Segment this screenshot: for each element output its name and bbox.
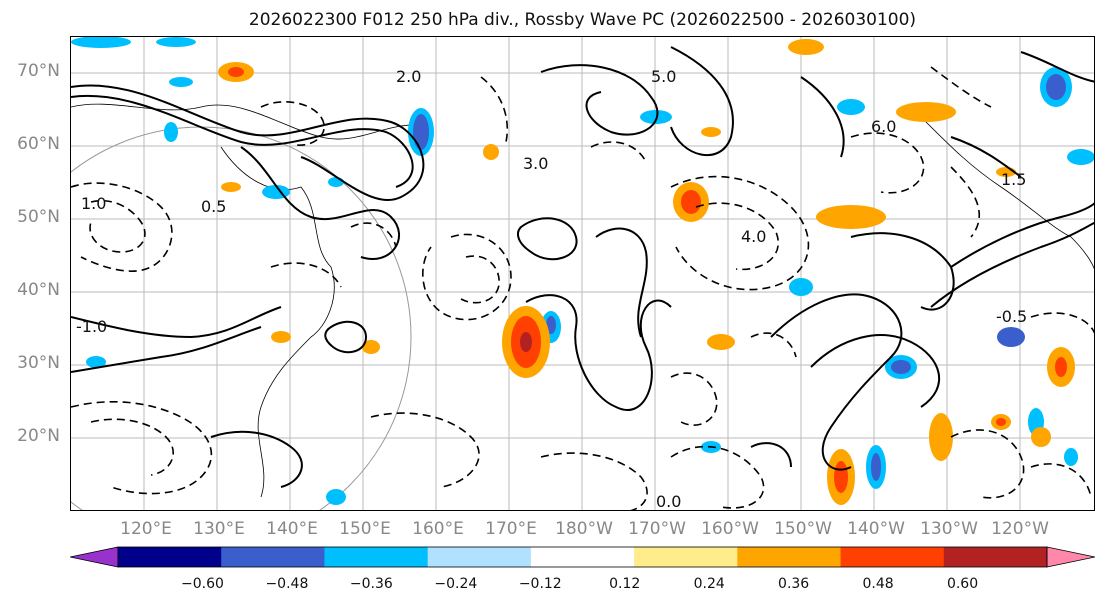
contour-label: 3.0: [523, 154, 548, 173]
lon-label-170e: 170°E: [485, 519, 537, 539]
colorbar-tick-label: 0.24: [693, 576, 725, 592]
colorbar-segment: [530, 547, 635, 567]
colorbar-segment: [427, 547, 532, 567]
colorbar-tick-label: −0.48: [265, 576, 309, 592]
lon-label-150w: 150°W: [774, 519, 832, 539]
map-panel: 3.0 2.0 1.0 0.5 1.5 4.0 5.0 6.0 -0.5 -1.…: [70, 36, 1095, 511]
contours-dashed: [71, 66, 1094, 510]
lon-label-170w: 170°W: [628, 519, 686, 539]
contour-label: 2.0: [396, 67, 421, 86]
lon-label-180w: 180°W: [555, 519, 613, 539]
contour-label: 0.0: [656, 492, 681, 511]
lat-label-40n: 40°N: [17, 280, 60, 300]
lon-label-160e: 160°E: [412, 519, 464, 539]
lat-label-50n: 50°N: [17, 207, 60, 227]
colorbar-segment: [324, 547, 429, 567]
colorbar-tick-label: −0.60: [181, 576, 224, 592]
colorbar-tick-label: 0.48: [862, 576, 894, 592]
gridlines: [71, 37, 1094, 510]
colorbar-segment: [943, 547, 1048, 567]
range-circle: [71, 126, 412, 510]
colorbar-tick-label: −0.12: [518, 576, 562, 592]
colorbar-outline: [117, 546, 1048, 568]
contour-label: 6.0: [871, 117, 896, 136]
contour-label: 1.0: [81, 194, 106, 213]
map-plot: 3.0 2.0 1.0 0.5 1.5 4.0 5.0 6.0 -0.5 -1.…: [71, 37, 1094, 511]
lon-label-130w: 130°W: [920, 519, 978, 539]
colorbar-segments: [70, 546, 1095, 568]
colorbar-tick-label: 0.12: [609, 576, 641, 592]
lon-label-130e: 130°E: [193, 519, 245, 539]
colorbar-extend-high: [1046, 546, 1095, 568]
contour-label: 5.0: [651, 67, 676, 86]
colorbar: [70, 546, 1095, 568]
colorbar-tick-label: −0.24: [434, 576, 478, 592]
map-title: 2026022300 F012 250 hPa div., Rossby Wav…: [248, 10, 917, 30]
colorbar-segment: [118, 547, 222, 567]
colorbar-extend-low: [70, 546, 119, 568]
contour-label: 4.0: [741, 227, 766, 246]
lon-label-120w: 120°W: [991, 519, 1049, 539]
lon-label-150e: 150°E: [339, 519, 391, 539]
contour-label-group: 3.0 2.0 1.0 0.5 1.5 4.0 5.0 6.0 -0.5 -1.…: [76, 67, 1027, 511]
lon-label-140e: 140°E: [266, 519, 318, 539]
contour-label: 1.5: [1001, 170, 1026, 189]
contour-label: 0.5: [201, 197, 226, 216]
colorbar-segment: [634, 547, 738, 567]
lon-label-140w: 140°W: [847, 519, 905, 539]
contour-label: -0.5: [996, 307, 1027, 326]
colorbar-segment: [737, 547, 842, 567]
colorbar-segment: [221, 547, 325, 567]
colorbar-tick-label: 0.60: [946, 576, 979, 592]
lat-label-20n: 20°N: [17, 426, 60, 446]
lat-label-70n: 70°N: [17, 61, 60, 81]
lon-label-120e: 120°E: [120, 519, 172, 539]
colorbar-tick-label: −0.36: [349, 576, 393, 592]
lat-label-60n: 60°N: [17, 134, 60, 154]
coastlines: [71, 103, 1094, 498]
shading-negative: [71, 37, 1094, 505]
lon-label-160w: 160°W: [701, 519, 759, 539]
colorbar-tick-label: 0.36: [778, 576, 810, 592]
lat-label-30n: 30°N: [17, 353, 60, 373]
contour-label: -1.0: [76, 317, 107, 336]
colorbar-segment: [840, 547, 945, 567]
